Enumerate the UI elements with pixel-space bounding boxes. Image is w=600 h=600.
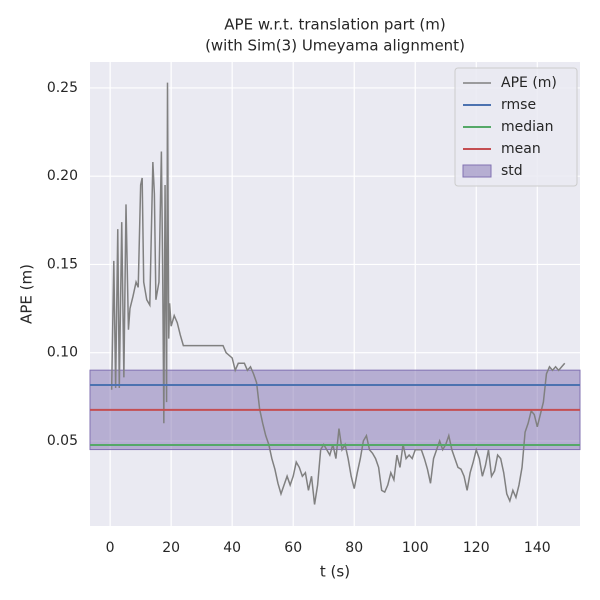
legend-label: rmse <box>501 97 536 113</box>
legend-label: std <box>501 163 523 179</box>
ape-line <box>110 82 566 505</box>
y-tick-label: 0.05 <box>47 433 78 449</box>
legend-label: median <box>501 119 553 135</box>
legend-swatch <box>462 164 492 178</box>
legend-box <box>454 67 578 187</box>
x-tick-label: 120 <box>463 540 490 556</box>
y-tick-label: 0.10 <box>47 345 78 361</box>
chart-title: APE w.r.t. translation part (m) <box>224 16 445 34</box>
y-axis-label: APE (m) <box>18 264 36 324</box>
y-tick-label: 0.15 <box>47 256 78 272</box>
x-tick-label: 20 <box>162 540 180 556</box>
y-tick-label: 0.20 <box>47 168 78 184</box>
y-tick-label: 0.25 <box>47 80 78 96</box>
x-tick-label: 140 <box>524 540 551 556</box>
x-tick-label: 0 <box>106 540 115 556</box>
x-axis-label: t (s) <box>320 563 350 581</box>
legend-label: APE (m) <box>501 75 557 91</box>
x-tick-label: 60 <box>284 540 302 556</box>
x-tick-label: 80 <box>345 540 363 556</box>
chart-subtitle: (with Sim(3) Umeyama alignment) <box>205 37 465 55</box>
x-tick-label: 100 <box>402 540 429 556</box>
x-tick-label: 40 <box>223 540 241 556</box>
legend-label: mean <box>501 141 541 157</box>
